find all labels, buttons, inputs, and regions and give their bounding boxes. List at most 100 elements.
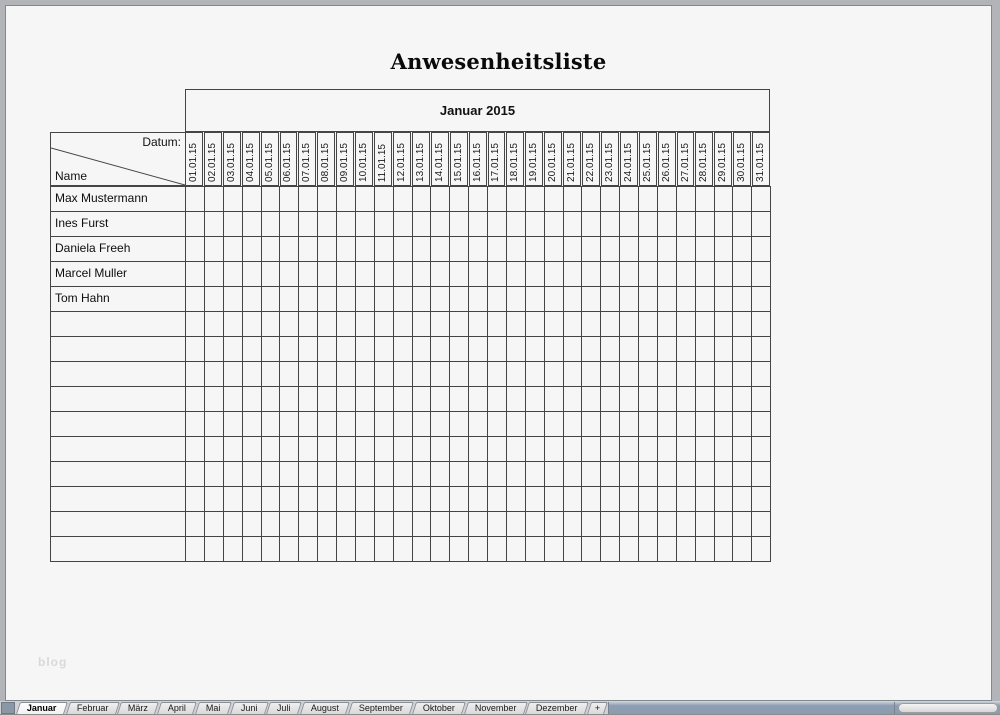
attendance-cell[interactable] <box>525 287 545 312</box>
attendance-cell[interactable] <box>525 487 545 512</box>
attendance-cell[interactable] <box>299 312 319 337</box>
date-header-cell[interactable]: 11.01.15 <box>374 132 392 186</box>
attendance-cell[interactable] <box>506 437 526 462</box>
attendance-cell[interactable] <box>506 312 526 337</box>
sheet-tab-januar[interactable]: Januar <box>16 702 68 714</box>
attendance-cell[interactable] <box>450 537 470 562</box>
attendance-cell[interactable] <box>733 512 753 537</box>
attendance-cell[interactable] <box>488 412 507 437</box>
attendance-cell[interactable] <box>488 362 507 387</box>
attendance-cell[interactable] <box>393 512 413 537</box>
attendance-cell[interactable] <box>318 187 337 212</box>
attendance-cell[interactable] <box>563 237 583 262</box>
attendance-cell[interactable] <box>280 262 300 287</box>
attendance-cell[interactable] <box>657 312 677 337</box>
attendance-cell[interactable] <box>412 237 432 262</box>
attendance-cell[interactable] <box>355 412 375 437</box>
attendance-cell[interactable] <box>337 237 356 262</box>
attendance-cell[interactable] <box>620 312 639 337</box>
attendance-cell[interactable] <box>355 337 375 362</box>
sheet-tab-april[interactable]: April <box>157 702 197 714</box>
name-cell[interactable]: Max Mustermann <box>51 187 186 212</box>
attendance-cell[interactable] <box>582 187 602 212</box>
attendance-cell[interactable] <box>186 462 205 487</box>
attendance-cell[interactable] <box>431 487 451 512</box>
attendance-cell[interactable] <box>242 537 262 562</box>
attendance-cell[interactable] <box>582 412 602 437</box>
date-header-cell[interactable]: 04.01.15 <box>241 132 260 186</box>
attendance-cell[interactable] <box>488 512 507 537</box>
attendance-cell[interactable] <box>393 287 413 312</box>
attendance-cell[interactable] <box>714 537 734 562</box>
attendance-cell[interactable] <box>186 262 205 287</box>
attendance-cell[interactable] <box>374 362 394 387</box>
attendance-cell[interactable] <box>525 537 545 562</box>
attendance-cell[interactable] <box>374 387 394 412</box>
attendance-cell[interactable] <box>733 462 753 487</box>
attendance-cell[interactable] <box>431 437 451 462</box>
attendance-cell[interactable] <box>280 212 300 237</box>
attendance-cell[interactable] <box>318 412 337 437</box>
attendance-cell[interactable] <box>620 337 639 362</box>
attendance-cell[interactable] <box>676 512 696 537</box>
attendance-cell[interactable] <box>639 487 658 512</box>
attendance-cell[interactable] <box>582 387 602 412</box>
attendance-cell[interactable] <box>582 437 602 462</box>
attendance-cell[interactable] <box>299 512 319 537</box>
attendance-cell[interactable] <box>657 287 677 312</box>
attendance-cell[interactable] <box>506 337 526 362</box>
attendance-cell[interactable] <box>337 262 356 287</box>
attendance-cell[interactable] <box>204 512 224 537</box>
attendance-cell[interactable] <box>601 512 621 537</box>
attendance-cell[interactable] <box>299 237 319 262</box>
attendance-cell[interactable] <box>431 537 451 562</box>
attendance-cell[interactable] <box>544 287 564 312</box>
attendance-cell[interactable] <box>261 362 281 387</box>
attendance-cell[interactable] <box>469 387 488 412</box>
attendance-cell[interactable] <box>337 312 356 337</box>
attendance-cell[interactable] <box>506 187 526 212</box>
attendance-cell[interactable] <box>657 537 677 562</box>
attendance-cell[interactable] <box>186 237 205 262</box>
attendance-cell[interactable] <box>204 412 224 437</box>
attendance-cell[interactable] <box>752 212 772 237</box>
attendance-cell[interactable] <box>261 337 281 362</box>
attendance-cell[interactable] <box>639 387 658 412</box>
attendance-cell[interactable] <box>280 337 300 362</box>
attendance-cell[interactable] <box>223 387 243 412</box>
attendance-cell[interactable] <box>639 337 658 362</box>
attendance-cell[interactable] <box>525 337 545 362</box>
attendance-cell[interactable] <box>563 312 583 337</box>
attendance-cell[interactable] <box>469 362 488 387</box>
attendance-cell[interactable] <box>261 387 281 412</box>
attendance-cell[interactable] <box>733 487 753 512</box>
month-header-cell[interactable]: Januar 2015 <box>185 89 770 132</box>
attendance-cell[interactable] <box>563 262 583 287</box>
attendance-cell[interactable] <box>469 437 488 462</box>
attendance-cell[interactable] <box>223 412 243 437</box>
attendance-cell[interactable] <box>601 262 621 287</box>
attendance-cell[interactable] <box>412 312 432 337</box>
attendance-cell[interactable] <box>318 487 337 512</box>
attendance-cell[interactable] <box>733 187 753 212</box>
attendance-cell[interactable] <box>299 387 319 412</box>
attendance-cell[interactable] <box>374 462 394 487</box>
attendance-cell[interactable] <box>525 212 545 237</box>
attendance-cell[interactable] <box>186 487 205 512</box>
date-header-cell[interactable]: 02.01.15 <box>203 132 222 186</box>
attendance-cell[interactable] <box>563 437 583 462</box>
attendance-cell[interactable] <box>506 487 526 512</box>
attendance-cell[interactable] <box>525 187 545 212</box>
attendance-cell[interactable] <box>601 187 621 212</box>
name-cell[interactable] <box>51 537 186 562</box>
sheet-tab-juni[interactable]: Juni <box>229 702 269 714</box>
attendance-cell[interactable] <box>676 387 696 412</box>
attendance-cell[interactable] <box>204 237 224 262</box>
date-header-cell[interactable]: 07.01.15 <box>298 132 317 186</box>
attendance-cell[interactable] <box>469 512 488 537</box>
attendance-cell[interactable] <box>563 187 583 212</box>
attendance-cell[interactable] <box>261 412 281 437</box>
attendance-cell[interactable] <box>601 537 621 562</box>
attendance-cell[interactable] <box>412 387 432 412</box>
attendance-cell[interactable] <box>318 237 337 262</box>
